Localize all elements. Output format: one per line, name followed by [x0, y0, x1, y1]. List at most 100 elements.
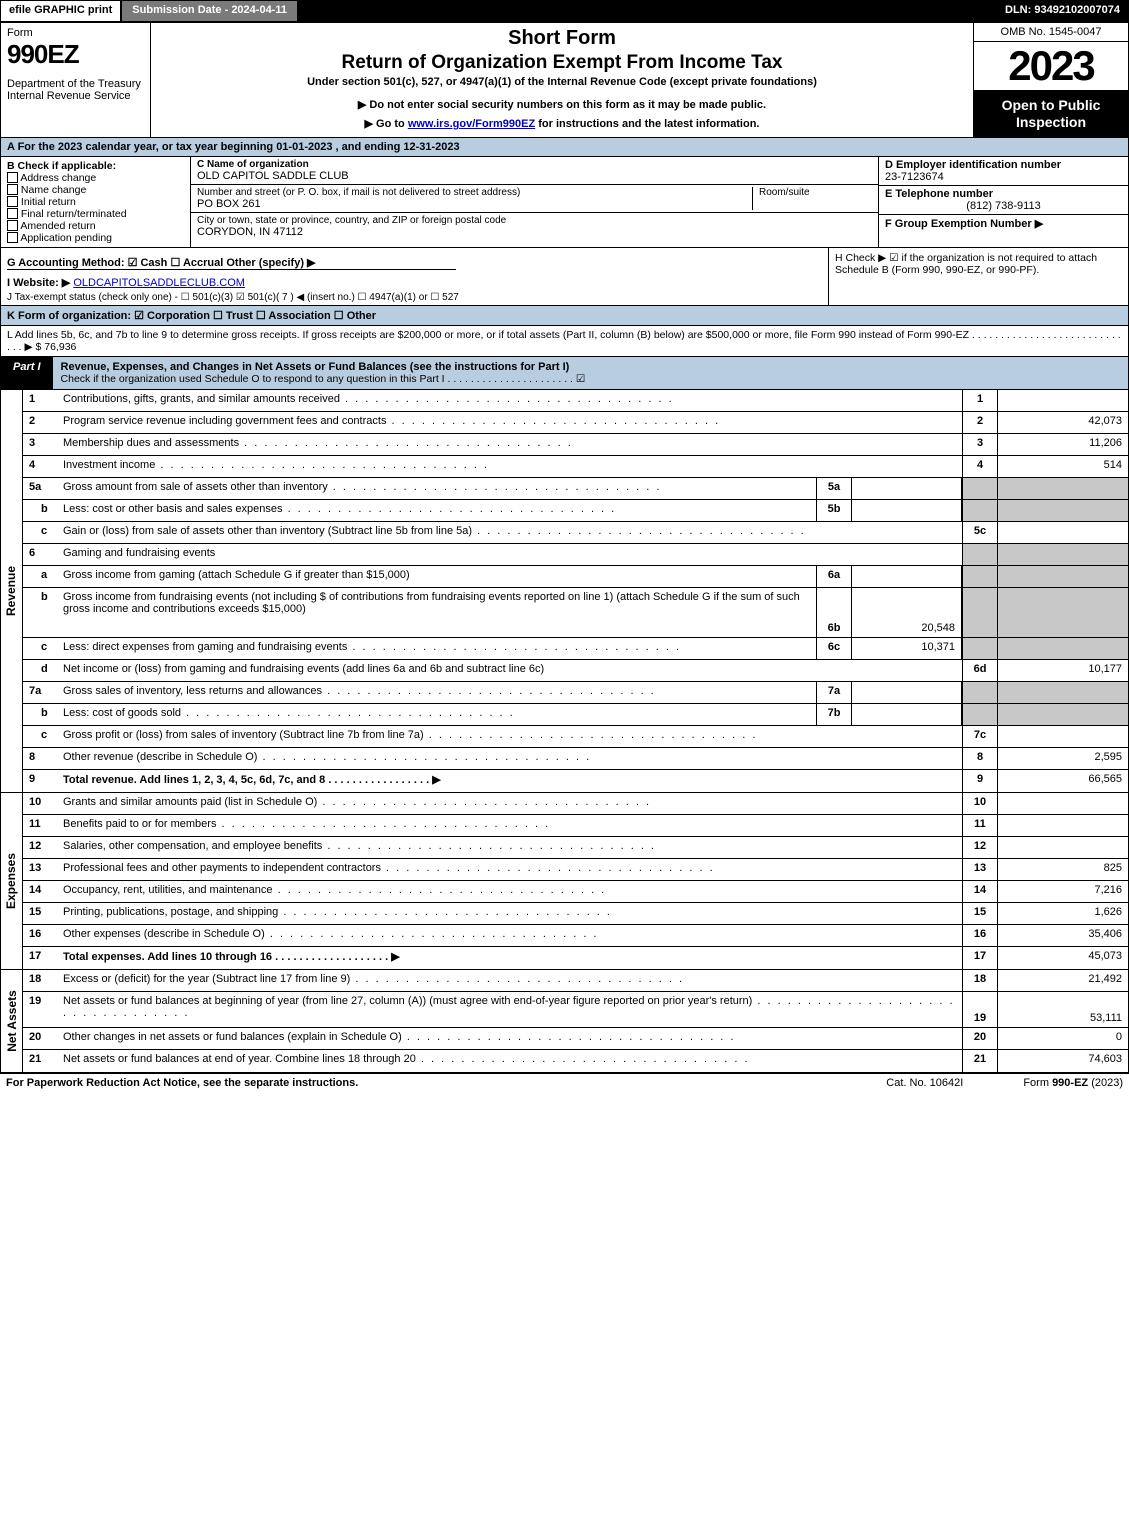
- form-header: Form 990EZ Department of the Treasury In…: [1, 23, 1128, 138]
- goto-pre: ▶ Go to: [365, 118, 408, 130]
- row-g-h: G Accounting Method: ☑ Cash ☐ Accrual Ot…: [1, 248, 1128, 306]
- efile-label[interactable]: efile GRAPHIC print: [1, 1, 122, 21]
- f-group-exemption: F Group Exemption Number ▶: [879, 215, 1128, 232]
- d-ein: D Employer identification number 23-7123…: [879, 157, 1128, 186]
- line-desc: Net income or (loss) from gaming and fun…: [63, 663, 544, 675]
- line-rnum: 5c: [962, 522, 998, 543]
- irs-link[interactable]: www.irs.gov/Form990EZ: [408, 118, 535, 130]
- line-15: 15Printing, publications, postage, and s…: [23, 903, 1128, 925]
- line-11: 11Benefits paid to or for members11: [23, 815, 1128, 837]
- org-city: CORYDON, IN 47112: [197, 226, 872, 238]
- expenses-side-label: Expenses: [1, 793, 23, 969]
- line-rnum: 7c: [962, 726, 998, 747]
- ein-value: 23-7123674: [885, 171, 1122, 183]
- tax-year: 2023: [974, 42, 1128, 91]
- footer-center: Cat. No. 10642I: [886, 1077, 963, 1089]
- mid-val: 10,371: [852, 638, 962, 659]
- cb-initial-return[interactable]: Initial return: [7, 196, 184, 208]
- cb-application-pending[interactable]: Application pending: [7, 232, 184, 244]
- line-rval: [998, 566, 1128, 587]
- line-rnum: [962, 638, 998, 659]
- line-desc: Gross amount from sale of assets other t…: [63, 481, 328, 493]
- col-d-e-f: D Employer identification number 23-7123…: [878, 157, 1128, 247]
- line-desc: Investment income: [63, 459, 155, 471]
- line-4: 4Investment income4514: [23, 456, 1128, 478]
- line-num: 15: [23, 903, 63, 924]
- line-17: 17Total expenses. Add lines 10 through 1…: [23, 947, 1128, 969]
- line-rnum: [962, 704, 998, 725]
- line-num: a: [23, 566, 63, 587]
- page-footer: For Paperwork Reduction Act Notice, see …: [0, 1074, 1129, 1092]
- row-a-tax-year: A For the 2023 calendar year, or tax yea…: [1, 138, 1128, 157]
- line-rval: 42,073: [998, 412, 1128, 433]
- line-rnum: 1: [962, 390, 998, 411]
- line-7b: bLess: cost of goods sold7b: [23, 704, 1128, 726]
- b-title: B Check if applicable:: [7, 160, 184, 172]
- revenue-label-text: Revenue: [5, 566, 19, 616]
- line-desc: Gross profit or (loss) from sales of inv…: [63, 729, 424, 741]
- phone-value: (812) 738-9113: [885, 200, 1122, 212]
- g-text: G Accounting Method: ☑ Cash ☐ Accrual Ot…: [7, 256, 456, 270]
- line-rval: [998, 500, 1128, 521]
- revenue-lines: 1Contributions, gifts, grants, and simil…: [23, 390, 1128, 792]
- line-desc: Net assets or fund balances at end of ye…: [63, 1053, 416, 1065]
- form-container: Form 990EZ Department of the Treasury In…: [0, 22, 1129, 1074]
- line-rval: [998, 815, 1128, 836]
- cb-amended-return[interactable]: Amended return: [7, 220, 184, 232]
- line-num: 2: [23, 412, 63, 433]
- mid-num: 5a: [816, 478, 852, 499]
- line-rnum: 13: [962, 859, 998, 880]
- row-k-org-form: K Form of organization: ☑ Corporation ☐ …: [1, 306, 1128, 326]
- line-rval: [998, 682, 1128, 703]
- f-label: F Group Exemption Number ▶: [885, 218, 1043, 230]
- line-rval: 66,565: [998, 770, 1128, 792]
- netassets-lines: 18Excess or (deficit) for the year (Subt…: [23, 970, 1128, 1072]
- e-label: E Telephone number: [885, 188, 1122, 200]
- cb-final-return[interactable]: Final return/terminated: [7, 208, 184, 220]
- line-rval: 53,111: [998, 992, 1128, 1027]
- line-num: 1: [23, 390, 63, 411]
- website-link[interactable]: OLDCAPITOLSADDLECLUB.COM: [73, 277, 245, 289]
- line-rnum: 21: [962, 1050, 998, 1072]
- expenses-lines: 10 Grants and similar amounts paid (list …: [23, 793, 1128, 969]
- line-9: 9 Total revenue. Add lines 1, 2, 3, 4, 5c…: [23, 770, 1128, 792]
- line-rnum: 10: [962, 793, 998, 814]
- line-desc: Program service revenue including govern…: [63, 415, 386, 427]
- cb-address-change[interactable]: Address change: [7, 172, 184, 184]
- line-desc: Less: direct expenses from gaming and fu…: [63, 641, 347, 653]
- line-num: 4: [23, 456, 63, 477]
- line-12: 12Salaries, other compensation, and empl…: [23, 837, 1128, 859]
- expenses-label-text: Expenses: [5, 853, 19, 909]
- return-title: Return of Organization Exempt From Incom…: [157, 52, 967, 74]
- line-num: 16: [23, 925, 63, 946]
- g-accounting: G Accounting Method: ☑ Cash ☐ Accrual Ot…: [1, 248, 828, 305]
- h-schedule-b: H Check ▶ ☑ if the organization is not r…: [828, 248, 1128, 305]
- netassets-section: Net Assets 18Excess or (deficit) for the…: [1, 970, 1128, 1073]
- cb-name-change[interactable]: Name change: [7, 184, 184, 196]
- line-5c: cGain or (loss) from sale of assets othe…: [23, 522, 1128, 544]
- d-label: D Employer identification number: [885, 159, 1122, 171]
- omb-number: OMB No. 1545-0047: [974, 23, 1128, 42]
- part-1-subtitle: Check if the organization used Schedule …: [61, 373, 586, 385]
- line-desc: Professional fees and other payments to …: [63, 862, 381, 874]
- line-rnum: 9: [962, 770, 998, 792]
- line-desc: Total revenue. Add lines 1, 2, 3, 4, 5c,…: [63, 774, 441, 786]
- line-rnum: 3: [962, 434, 998, 455]
- part-1-header: Part I Revenue, Expenses, and Changes in…: [1, 357, 1128, 390]
- line-rval: 35,406: [998, 925, 1128, 946]
- line-rnum: [962, 544, 998, 565]
- top-bar: efile GRAPHIC print Submission Date - 20…: [0, 0, 1129, 22]
- line-desc: Benefits paid to or for members: [63, 818, 216, 830]
- line-14: 14Occupancy, rent, utilities, and mainte…: [23, 881, 1128, 903]
- line-desc: Other changes in net assets or fund bala…: [63, 1031, 402, 1043]
- room-label: Room/suite: [759, 187, 872, 198]
- mid-num: 7a: [816, 682, 852, 703]
- line-desc: Grants and similar amounts paid (list in…: [63, 796, 317, 808]
- form-number: 990EZ: [7, 39, 144, 70]
- part-1-title: Revenue, Expenses, and Changes in Net As…: [53, 357, 1128, 389]
- line-rnum: 4: [962, 456, 998, 477]
- line-rval: [998, 390, 1128, 411]
- line-rval: 7,216: [998, 881, 1128, 902]
- line-num: b: [23, 704, 63, 725]
- line-rval: [998, 837, 1128, 858]
